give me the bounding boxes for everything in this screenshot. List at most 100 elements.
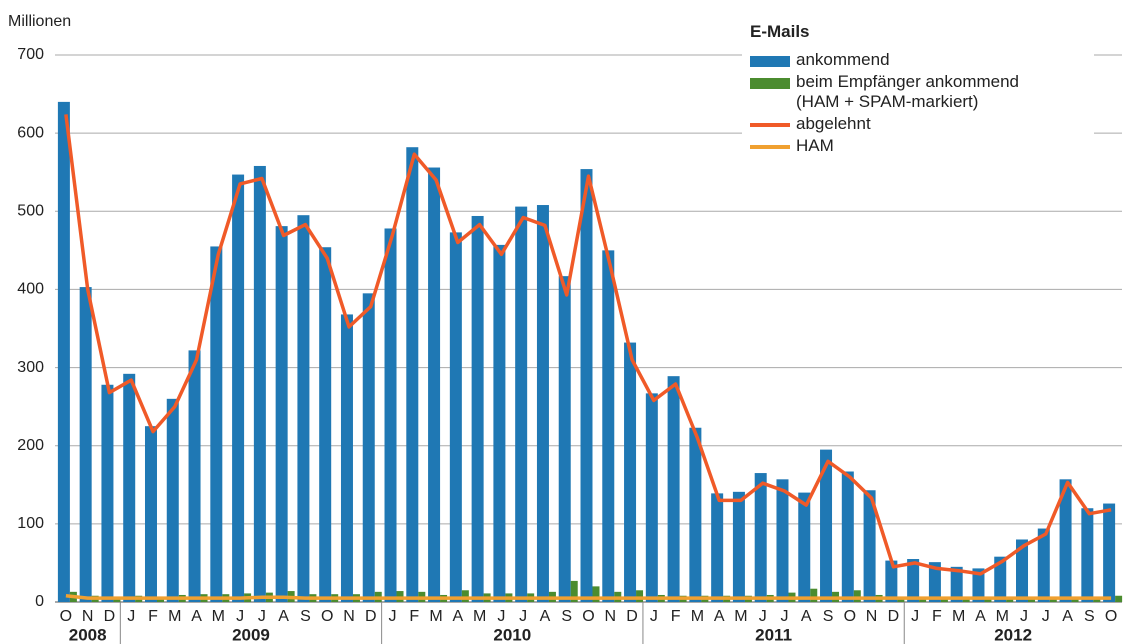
x-tick-label: M bbox=[212, 608, 225, 625]
bar bbox=[1071, 598, 1079, 602]
x-tick-label: J bbox=[1020, 608, 1028, 625]
x-tick-label: N bbox=[343, 608, 355, 625]
bar bbox=[798, 492, 811, 602]
x-tick-label: M bbox=[473, 608, 486, 625]
bar bbox=[1103, 503, 1116, 602]
bar bbox=[645, 393, 658, 602]
x-tick-label: A bbox=[453, 608, 464, 625]
bar bbox=[928, 562, 941, 602]
bar bbox=[592, 586, 600, 602]
bar bbox=[558, 276, 571, 602]
x-tick-label: M bbox=[952, 608, 965, 625]
year-label: 2011 bbox=[755, 625, 792, 644]
bar bbox=[384, 228, 397, 602]
bar bbox=[1037, 528, 1050, 602]
bar bbox=[841, 471, 854, 602]
bar bbox=[461, 590, 469, 602]
y-tick-label: 0 bbox=[35, 593, 44, 610]
bar bbox=[919, 598, 927, 602]
bar bbox=[732, 491, 745, 602]
x-tick-label: M bbox=[168, 608, 181, 625]
x-tick-label: J bbox=[780, 608, 788, 625]
y-tick-label: 100 bbox=[17, 515, 44, 532]
bar bbox=[493, 244, 506, 602]
y-tick-label: 600 bbox=[17, 124, 44, 141]
x-tick-label: N bbox=[82, 608, 94, 625]
bar bbox=[994, 556, 1007, 602]
x-tick-label: A bbox=[714, 608, 725, 625]
legend-label: ankommend bbox=[796, 50, 890, 69]
year-label: 2009 bbox=[232, 625, 270, 644]
y-tick-label: 300 bbox=[17, 359, 44, 376]
x-tick-label: J bbox=[1042, 608, 1050, 625]
bar bbox=[57, 101, 70, 602]
bar bbox=[362, 293, 375, 602]
year-label: 2010 bbox=[493, 625, 531, 644]
y-tick-label: 200 bbox=[17, 437, 44, 454]
x-tick-label: S bbox=[561, 608, 572, 625]
bar bbox=[210, 246, 223, 602]
x-tick-label: J bbox=[236, 608, 244, 625]
bar bbox=[984, 598, 992, 602]
legend-label: abgelehnt bbox=[796, 114, 871, 133]
x-tick-label: J bbox=[911, 608, 919, 625]
x-tick-label: M bbox=[429, 608, 442, 625]
legend-swatch bbox=[750, 78, 790, 89]
x-tick-label: J bbox=[759, 608, 767, 625]
x-tick-label: J bbox=[519, 608, 527, 625]
bar bbox=[885, 560, 898, 602]
x-tick-label: D bbox=[626, 608, 638, 625]
bar bbox=[428, 167, 441, 603]
bar bbox=[570, 580, 578, 602]
bar bbox=[907, 559, 920, 602]
x-tick-label: F bbox=[932, 608, 942, 625]
legend-swatch bbox=[750, 123, 790, 127]
legend-item: abgelehnt bbox=[750, 114, 1094, 134]
bar bbox=[1028, 598, 1036, 602]
x-tick-label: A bbox=[540, 608, 551, 625]
x-tick-label: D bbox=[365, 608, 377, 625]
bar bbox=[166, 398, 179, 602]
bar bbox=[188, 350, 201, 602]
x-tick-label: J bbox=[650, 608, 658, 625]
bar bbox=[471, 215, 484, 602]
bar bbox=[1049, 598, 1057, 602]
bar bbox=[711, 493, 724, 602]
x-tick-label: N bbox=[866, 608, 878, 625]
legend-title: E-Mails bbox=[750, 22, 810, 41]
bar bbox=[319, 247, 332, 602]
x-tick-label: F bbox=[671, 608, 681, 625]
x-tick-label: O bbox=[321, 608, 333, 625]
year-label: 2012 bbox=[994, 625, 1032, 644]
bar bbox=[940, 598, 948, 602]
bar bbox=[624, 342, 637, 602]
y-axis-label: Millionen bbox=[8, 13, 71, 30]
bar bbox=[123, 373, 136, 602]
x-tick-label: A bbox=[278, 608, 289, 625]
bar bbox=[776, 479, 789, 602]
x-tick-label: S bbox=[1084, 608, 1095, 625]
x-tick-label: N bbox=[604, 608, 616, 625]
legend: E-Mails ankommend beim Empfänger ankommen… bbox=[742, 14, 1094, 190]
x-tick-label: O bbox=[844, 608, 856, 625]
x-tick-label: M bbox=[734, 608, 747, 625]
bar bbox=[636, 590, 644, 602]
x-tick-label: A bbox=[1062, 608, 1073, 625]
year-label: 2008 bbox=[69, 625, 107, 644]
bar bbox=[79, 287, 92, 602]
bar bbox=[1006, 598, 1014, 602]
legend-swatch bbox=[750, 56, 790, 67]
legend-item: beim Empfänger ankommend (HAM + SPAM-mar… bbox=[750, 72, 1094, 112]
bar bbox=[950, 566, 963, 602]
x-tick-label: A bbox=[801, 608, 812, 625]
bar bbox=[449, 232, 462, 603]
x-tick-label: O bbox=[582, 608, 594, 625]
legend-swatch bbox=[750, 145, 790, 149]
bar bbox=[754, 473, 767, 602]
bar bbox=[810, 588, 818, 602]
x-tick-label: D bbox=[104, 608, 116, 625]
x-tick-label: M bbox=[996, 608, 1009, 625]
bar bbox=[580, 169, 593, 603]
